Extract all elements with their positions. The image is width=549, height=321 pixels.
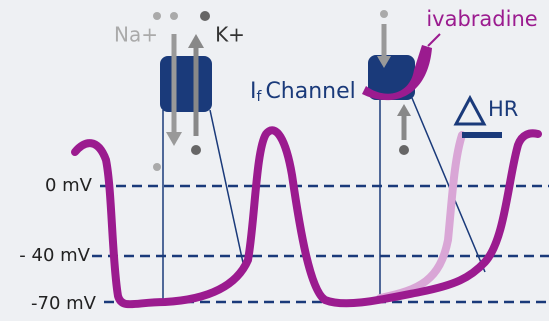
drug-label: ivabradine: [426, 7, 537, 31]
ion: [399, 145, 409, 155]
diagram: Na+ K+ ivabradine IfChannel HR 0 mV - 40…: [0, 0, 549, 321]
level-label: 0 mV: [45, 175, 93, 196]
k-label: K+: [215, 23, 245, 47]
ion: [153, 12, 161, 20]
hr-label: HR: [488, 97, 518, 121]
ion: [153, 163, 161, 171]
ion: [170, 12, 178, 20]
na-label: Na+: [114, 23, 158, 47]
level-label: - 40 mV: [19, 245, 90, 266]
ion: [200, 11, 210, 21]
channel-rest: Channel: [265, 79, 355, 104]
channel-box: [160, 56, 212, 112]
ion: [191, 145, 201, 155]
ion: [380, 10, 388, 18]
level-label: -70 mV: [31, 293, 97, 314]
